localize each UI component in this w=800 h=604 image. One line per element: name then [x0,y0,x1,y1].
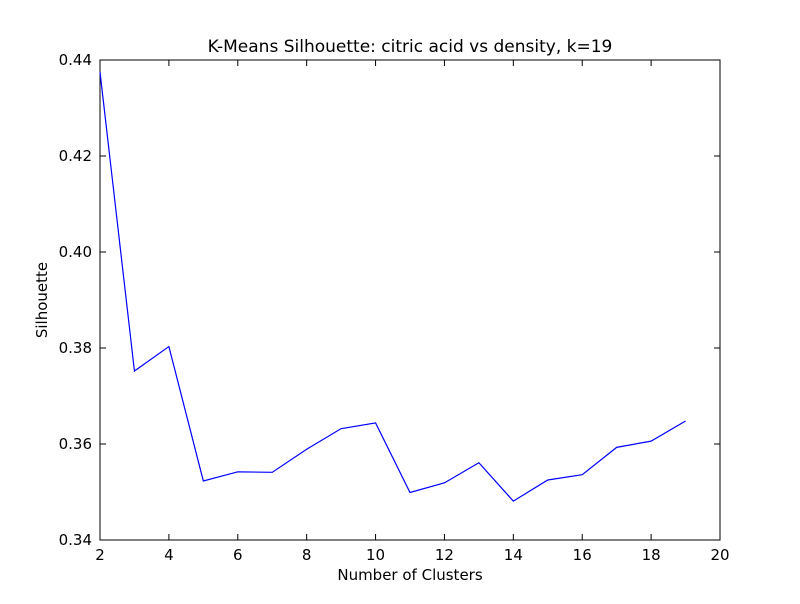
x-tick-label: 16 [573,546,592,564]
y-tick-label: 0.44 [59,51,92,69]
series-line-0 [99,71,686,502]
y-tick-label: 0.42 [59,147,92,165]
plot-area-frame [99,59,721,541]
x-tick-label: 6 [233,546,243,564]
y-tick-label: 0.40 [59,243,92,261]
x-tick-label: 14 [504,546,523,564]
x-tick-label: 2 [95,546,105,564]
x-tick-label: 10 [366,546,385,564]
x-tick-label: 20 [710,546,729,564]
y-tick-label: 0.36 [59,435,92,453]
x-tick-label: 12 [435,546,454,564]
x-tick-label: 18 [642,546,661,564]
x-tick-label: 4 [164,546,174,564]
y-tick-label: 0.34 [59,531,92,549]
x-axis-label: Number of Clusters [337,566,482,584]
chart-title: K-Means Silhouette: citric acid vs densi… [208,37,613,57]
y-axis-label: Silhouette [33,262,51,338]
x-tick-label: 8 [302,546,312,564]
y-tick-label: 0.38 [59,339,92,357]
